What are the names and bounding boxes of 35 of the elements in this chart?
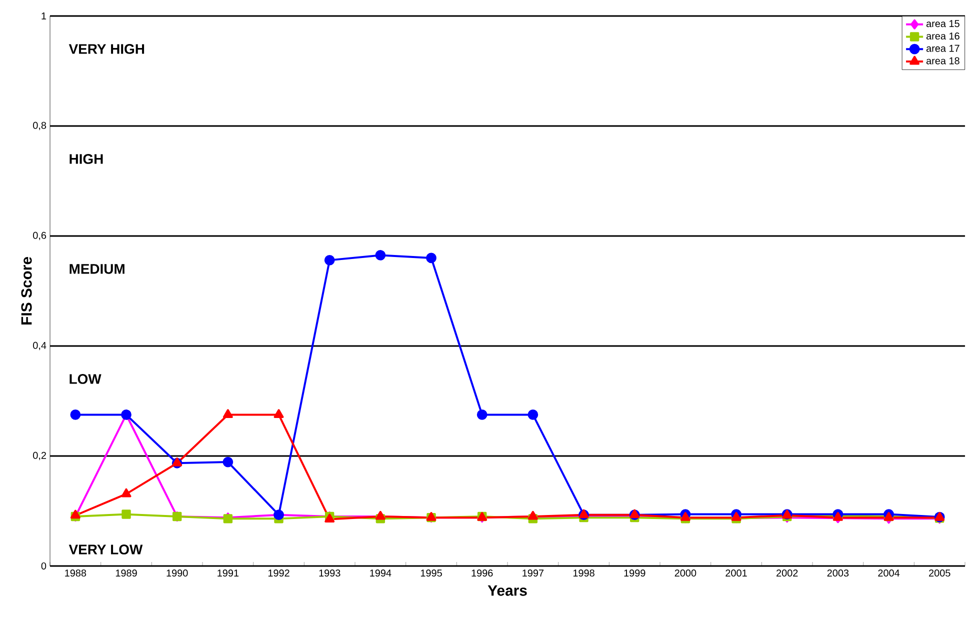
x-tick-label: 1989 <box>116 570 137 577</box>
annotation: HIGH <box>70 154 103 164</box>
y-tick-label: 1 <box>42 12 46 20</box>
x-tick-label: 1988 <box>65 570 86 577</box>
y-tick-label: 0 <box>41 562 46 570</box>
x-tick-label: 1996 <box>472 570 493 577</box>
x-tick-label: 1992 <box>268 570 290 577</box>
y-axis-title: FIS Score <box>21 257 32 324</box>
annotation: LOW <box>70 374 102 384</box>
legend-label: area 15 <box>926 20 960 28</box>
annotation: VERY HIGH <box>68 44 144 54</box>
x-tick-label: 1999 <box>624 570 646 577</box>
x-tick-label: 2002 <box>776 570 798 577</box>
x-tick-label: 2005 <box>929 570 950 577</box>
y-tick-label: 0,8 <box>33 122 46 130</box>
x-tick-label: 2000 <box>674 570 696 577</box>
y-tick-label: 0,6 <box>33 232 46 240</box>
x-tick-label: 1990 <box>166 570 188 577</box>
x-tick-label: 1998 <box>573 570 594 577</box>
x-tick-label: 1995 <box>420 570 442 577</box>
x-axis-title: Years <box>488 585 527 596</box>
x-tick-label: 2001 <box>726 570 747 577</box>
legend-label: area 18 <box>926 57 960 64</box>
legend-label: area 16 <box>926 32 960 40</box>
y-tick-label: 0,4 <box>33 342 46 350</box>
x-tick-label: 2003 <box>827 570 849 577</box>
legend-label: area 17 <box>926 44 960 52</box>
y-tick-label: 0,2 <box>33 452 46 460</box>
annotation: VERY LOW <box>68 544 143 554</box>
x-tick-label: 1993 <box>319 570 340 577</box>
annotation: MEDIUM <box>70 264 124 274</box>
x-tick-label: 1994 <box>370 570 392 577</box>
x-tick-label: 1997 <box>522 570 544 577</box>
x-tick-label: 1991 <box>218 570 239 577</box>
x-tick-label: 2004 <box>878 570 900 577</box>
